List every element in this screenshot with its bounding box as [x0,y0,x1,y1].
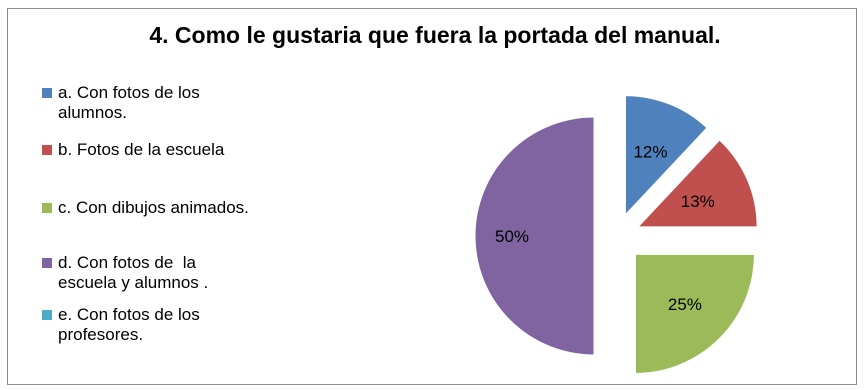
data-label: 12% [633,142,667,161]
pie-slice [636,139,758,228]
data-label: 50% [495,227,529,246]
pie-slice [624,95,708,216]
legend-swatch [42,203,52,213]
chart-title: 4. Como le gustaria que fuera la portada… [149,22,721,48]
legend-swatch [42,310,52,320]
data-label: 25% [668,295,702,314]
legend-label: d. Con fotos de la escuela y alumnos . [58,253,209,292]
pie-slice [474,116,595,356]
legend-swatch [42,258,52,268]
legend-label: a. Con fotos de los alumnos. [58,83,200,122]
data-label: 13% [681,192,715,211]
legend-label: b. Fotos de la escuela [58,140,225,159]
legend-label: e. Con fotos de los profesores. [58,305,200,344]
legend-swatch [42,88,52,98]
legend-label: c. Con dibujos animados. [58,198,249,217]
pie-slice [634,253,755,374]
legend-swatch [42,145,52,155]
